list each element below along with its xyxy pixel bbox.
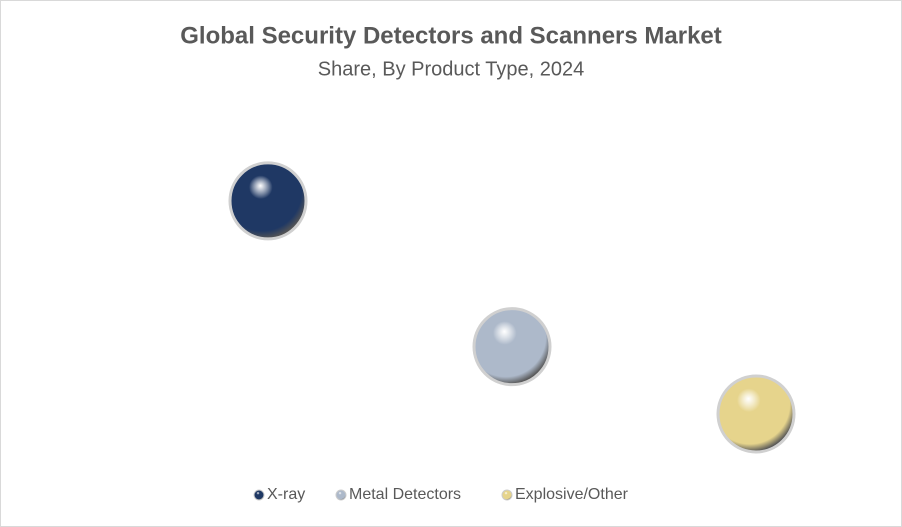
chart-title: Global Security Detectors and Scanners M… bbox=[180, 22, 722, 49]
bubble bbox=[228, 161, 308, 241]
legend-label: Explosive/Other bbox=[515, 486, 629, 503]
legend-label: X-ray bbox=[267, 486, 305, 503]
legend-label: Metal Detectors bbox=[349, 486, 461, 503]
legend-marker bbox=[253, 489, 265, 501]
chart-subtitle: Share, By Product Type, 2024 bbox=[318, 58, 584, 80]
bubble bbox=[716, 374, 796, 454]
legend-marker bbox=[335, 489, 347, 501]
bubble bbox=[472, 307, 552, 387]
legend-marker bbox=[501, 489, 513, 501]
